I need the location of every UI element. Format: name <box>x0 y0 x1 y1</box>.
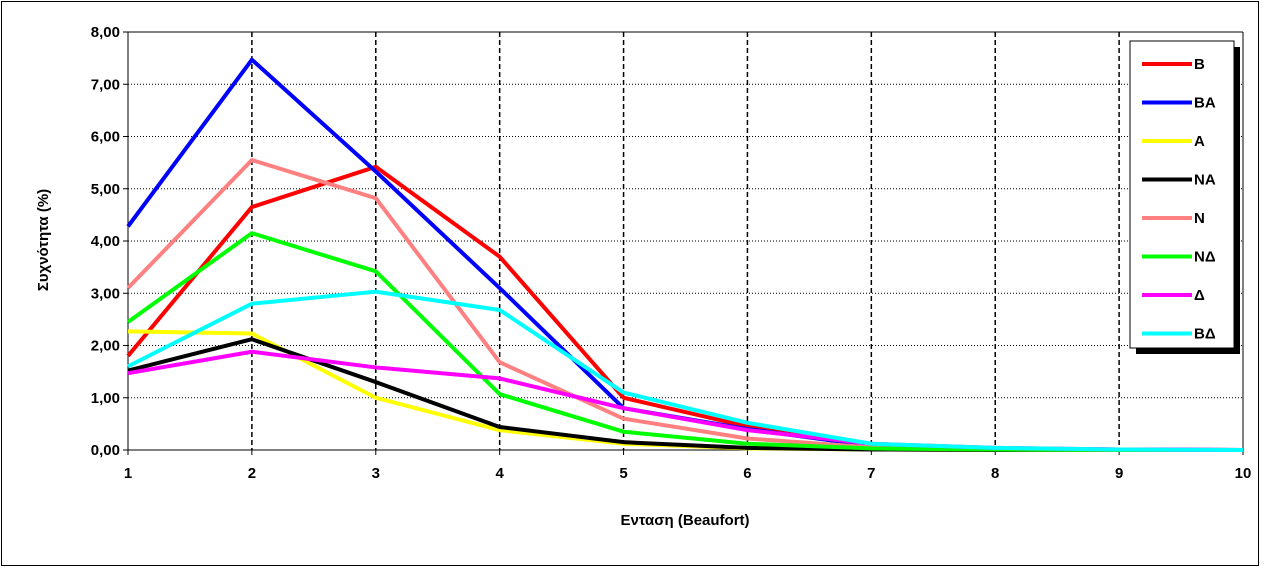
legend-label-6: ΝΔ <box>1194 249 1216 266</box>
x-tick-labels: 1 2 3 4 5 6 7 8 9 10 <box>124 465 1252 482</box>
legend-label-5: Ν <box>1194 210 1205 227</box>
y-tick-label: 7,00 <box>91 76 120 93</box>
legend-label-2: ΒΑ <box>1194 95 1216 112</box>
legend-box <box>1129 40 1235 349</box>
y-tick-label: 4,00 <box>91 233 120 250</box>
y-tick-label: 1,00 <box>91 390 120 407</box>
y-tick-label: 0,00 <box>91 442 120 459</box>
legend-label-1: Β <box>1194 56 1205 73</box>
y-tick-label: 2,00 <box>91 338 120 355</box>
series-lines <box>126 57 1244 452</box>
legend-label-4: ΝΑ <box>1194 172 1216 189</box>
x-tick-label: 2 <box>248 465 256 482</box>
series-line-8 <box>127 289 1244 452</box>
series-line-7 <box>127 349 1244 452</box>
x-tick-label: 5 <box>619 465 627 482</box>
y-tick-label: 8,00 <box>91 24 120 41</box>
y-tick-label: 5,00 <box>91 181 120 198</box>
legend: Β ΒΑ Α ΝΑ Ν ΝΔ Δ ΒΔ <box>1129 40 1240 354</box>
series-line-2 <box>126 57 1244 452</box>
series-line-3 <box>127 329 1243 452</box>
grid-lines <box>128 31 1243 450</box>
y-axis-title: Συχνότητα (%) <box>35 189 52 291</box>
x-tick-label: 1 <box>124 465 132 482</box>
x-axis-title: Ενταση (Beaufort) <box>620 512 749 529</box>
y-tick-labels: 0,00 1,00 2,00 3,00 4,00 5,00 6,00 7,00 8,00 <box>91 24 120 459</box>
y-tick-label: 3,00 <box>91 285 120 302</box>
legend-label-7: Δ <box>1194 287 1205 304</box>
x-tick-label: 7 <box>867 465 875 482</box>
x-tick-label: 3 <box>372 465 380 482</box>
x-tick-label: 10 <box>1235 465 1252 482</box>
legend-label-8: ΒΔ <box>1194 326 1216 343</box>
y-tick-label: 6,00 <box>91 129 120 146</box>
x-tick-label: 9 <box>1115 465 1123 482</box>
x-tick-label: 6 <box>743 465 751 482</box>
legend-label-3: Α <box>1194 133 1205 150</box>
x-tick-label: 8 <box>991 465 999 482</box>
x-tick-label: 4 <box>495 465 504 482</box>
